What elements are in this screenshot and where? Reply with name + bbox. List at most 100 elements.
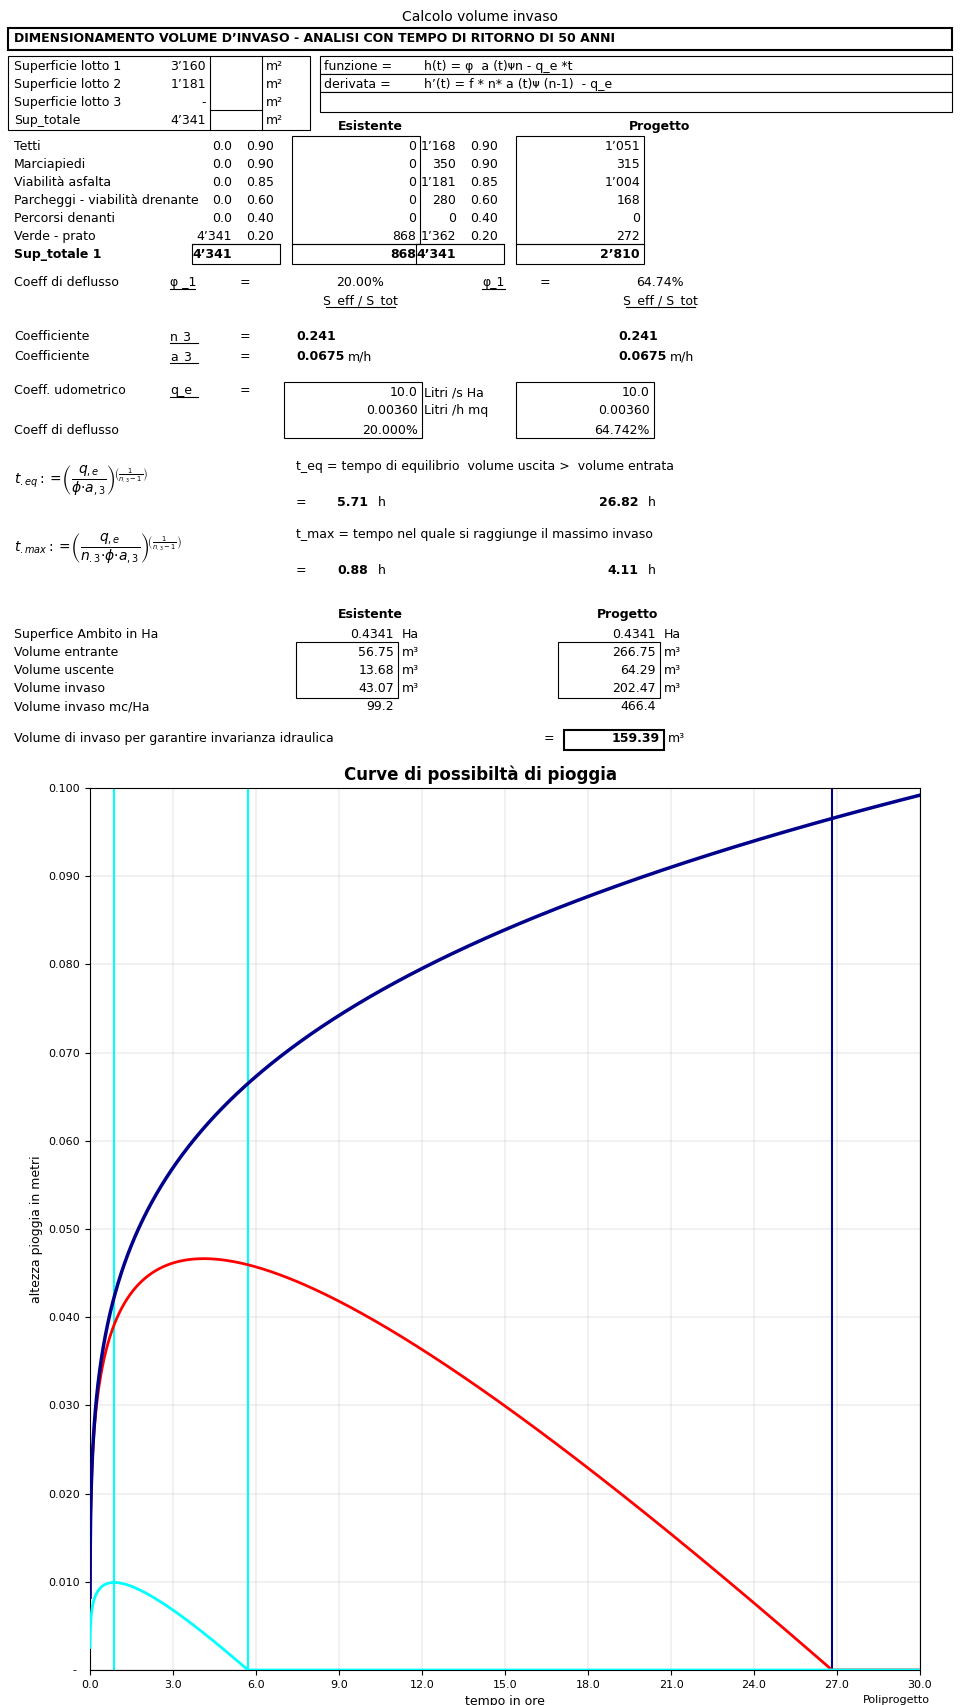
- Text: m/h: m/h: [348, 350, 372, 363]
- Text: 0.241: 0.241: [618, 331, 658, 343]
- Text: Coefficiente: Coefficiente: [14, 331, 89, 343]
- Bar: [416, 244, 504, 264]
- Text: 4’341: 4’341: [197, 230, 232, 244]
- Text: 0.85: 0.85: [470, 176, 498, 189]
- Text: 0.40: 0.40: [470, 211, 498, 225]
- Text: Superfice Ambito in Ha: Superfice Ambito in Ha: [14, 627, 158, 641]
- X-axis label: tempo in ore: tempo in ore: [465, 1695, 545, 1705]
- Text: h: h: [378, 496, 386, 510]
- Text: =: =: [540, 276, 551, 290]
- Text: n_3: n_3: [170, 331, 192, 343]
- Text: 0.20: 0.20: [246, 230, 274, 244]
- Text: Volume invaso mc/Ha: Volume invaso mc/Ha: [14, 701, 150, 713]
- Bar: [320, 92, 952, 113]
- Text: 10.0: 10.0: [622, 385, 650, 399]
- Text: 0.0: 0.0: [212, 211, 232, 225]
- Text: Volume entrante: Volume entrante: [14, 646, 118, 660]
- Text: 0.0675: 0.0675: [618, 350, 666, 363]
- Text: 0.90: 0.90: [470, 159, 498, 170]
- Text: Superficie lotto 3: Superficie lotto 3: [14, 95, 121, 109]
- Text: m³: m³: [402, 682, 420, 696]
- Text: Verde - prato: Verde - prato: [14, 230, 96, 244]
- Text: 4’341: 4’341: [192, 247, 232, 261]
- Text: =: =: [240, 331, 251, 343]
- Text: DIMENSIONAMENTO VOLUME D’INVASO - ANALISI CON TEMPO DI RITORNO DI 50 ANNI: DIMENSIONAMENTO VOLUME D’INVASO - ANALIS…: [14, 32, 615, 44]
- Text: Viabilità asfalta: Viabilità asfalta: [14, 176, 111, 189]
- Y-axis label: altezza pioggia in metri: altezza pioggia in metri: [30, 1156, 43, 1303]
- Text: 315: 315: [616, 159, 640, 170]
- Text: Volume invaso: Volume invaso: [14, 682, 105, 696]
- Text: h(t) = φ  a (t)ᴪn - q_e *t: h(t) = φ a (t)ᴪn - q_e *t: [424, 60, 572, 73]
- Text: -: -: [72, 1666, 76, 1674]
- Text: 64.29: 64.29: [620, 663, 656, 677]
- Text: 159.39: 159.39: [612, 731, 660, 745]
- Text: m³: m³: [664, 663, 682, 677]
- Text: 0.241: 0.241: [296, 331, 336, 343]
- Text: 202.47: 202.47: [612, 682, 656, 696]
- Text: =: =: [296, 564, 306, 576]
- Text: =: =: [544, 731, 555, 745]
- Text: 0.20: 0.20: [470, 230, 498, 244]
- Text: Coefficiente: Coefficiente: [14, 350, 89, 363]
- Text: Calcolo volume invaso: Calcolo volume invaso: [402, 10, 558, 24]
- Text: Sup_totale: Sup_totale: [14, 114, 81, 126]
- Text: 266.75: 266.75: [612, 646, 656, 660]
- Text: 5.71: 5.71: [337, 496, 368, 510]
- Text: Coeff di deflusso: Coeff di deflusso: [14, 276, 119, 290]
- Text: 0: 0: [408, 159, 416, 170]
- Text: derivata =: derivata =: [324, 78, 391, 90]
- Text: Parcheggi - viabilità drenante: Parcheggi - viabilità drenante: [14, 194, 199, 206]
- Text: 0.60: 0.60: [470, 194, 498, 206]
- Text: 280: 280: [432, 194, 456, 206]
- Text: 0.85: 0.85: [246, 176, 274, 189]
- Text: 0.40: 0.40: [246, 211, 274, 225]
- Bar: [8, 27, 952, 49]
- Text: 0: 0: [408, 194, 416, 206]
- Text: Esistente: Esistente: [338, 609, 402, 621]
- Text: m³: m³: [668, 731, 685, 745]
- Bar: [292, 244, 420, 264]
- Text: Superficie lotto 2: Superficie lotto 2: [14, 78, 121, 90]
- Text: =: =: [240, 384, 251, 397]
- Text: =: =: [240, 350, 251, 363]
- Text: 4’341: 4’341: [171, 114, 206, 126]
- Text: 0.90: 0.90: [246, 140, 274, 153]
- Text: 0.00360: 0.00360: [367, 404, 418, 418]
- Text: 0.88: 0.88: [337, 564, 368, 576]
- Text: a_3: a_3: [170, 350, 192, 363]
- Bar: [320, 56, 952, 73]
- Text: h: h: [378, 564, 386, 576]
- Text: 868: 868: [392, 230, 416, 244]
- Text: 4’341: 4’341: [417, 247, 456, 261]
- Text: 272: 272: [616, 230, 640, 244]
- Text: 3’160: 3’160: [170, 60, 206, 73]
- Text: 0.0: 0.0: [212, 194, 232, 206]
- Text: 13.68: 13.68: [358, 663, 394, 677]
- Bar: [296, 643, 398, 697]
- Text: Sup_totale 1: Sup_totale 1: [14, 247, 102, 261]
- Text: 0.0675: 0.0675: [296, 350, 345, 363]
- Text: 43.07: 43.07: [358, 682, 394, 696]
- Text: 0: 0: [448, 211, 456, 225]
- Text: Progetto: Progetto: [630, 119, 690, 133]
- Text: 10.0: 10.0: [390, 385, 418, 399]
- Text: 64.74%: 64.74%: [636, 276, 684, 290]
- Text: Progetto: Progetto: [597, 609, 659, 621]
- Text: Coeff di deflusso: Coeff di deflusso: [14, 425, 119, 436]
- Text: funzione =: funzione =: [324, 60, 392, 73]
- Text: 1’181: 1’181: [170, 78, 206, 90]
- Text: m³: m³: [402, 646, 420, 660]
- Text: -: -: [202, 95, 206, 109]
- Bar: [192, 244, 280, 264]
- Text: 0.4341: 0.4341: [350, 627, 394, 641]
- Text: m/h: m/h: [670, 350, 694, 363]
- Text: S_eff / S_tot: S_eff / S_tot: [323, 293, 397, 307]
- Text: 0.0: 0.0: [212, 159, 232, 170]
- Text: 0.0: 0.0: [212, 140, 232, 153]
- Text: h: h: [648, 564, 656, 576]
- Text: 26.82: 26.82: [598, 496, 638, 510]
- Text: Coeff. udometrico: Coeff. udometrico: [14, 384, 126, 397]
- Bar: [516, 244, 644, 264]
- Text: 1’168: 1’168: [420, 140, 456, 153]
- Text: m³: m³: [664, 646, 682, 660]
